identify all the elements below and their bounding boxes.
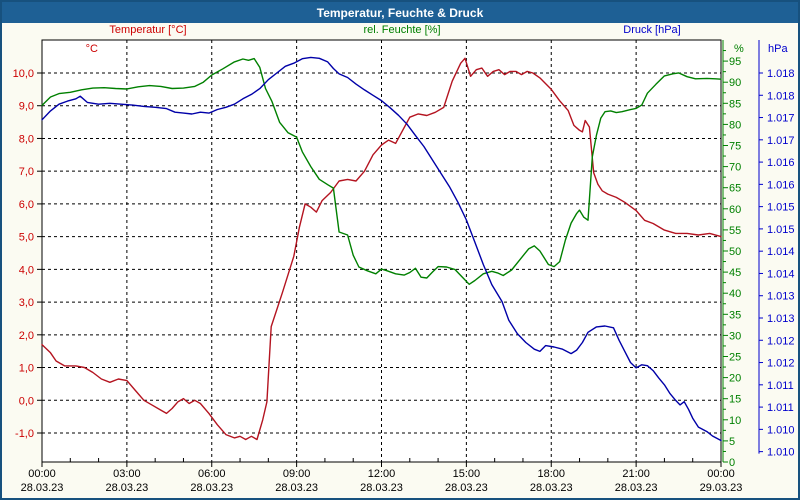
svg-text:1.016: 1.016 <box>767 179 795 191</box>
svg-text:28.03.23: 28.03.23 <box>275 482 318 494</box>
svg-text:10,0: 10,0 <box>13 68 34 80</box>
svg-text:00:00: 00:00 <box>707 468 735 480</box>
svg-text:06:00: 06:00 <box>198 468 226 480</box>
axis-tick-labels: 00:00 28.03.23 03:00 28.03.23 06:00 28.03.23 0… <box>13 56 795 494</box>
svg-text:95: 95 <box>729 56 741 68</box>
svg-text:9,0: 9,0 <box>19 101 34 113</box>
axes <box>37 39 763 467</box>
pressure-axis-header: Druck [hPa] <box>623 24 680 36</box>
svg-text:1.010: 1.010 <box>767 447 795 459</box>
rel-feuchte-curve <box>41 57 722 285</box>
svg-text:20: 20 <box>729 373 741 385</box>
svg-text:25: 25 <box>729 352 741 364</box>
svg-text:-1,0: -1,0 <box>15 428 34 440</box>
svg-text:12:00: 12:00 <box>368 468 396 480</box>
svg-text:28.03.23: 28.03.23 <box>190 482 233 494</box>
svg-text:28.03.23: 28.03.23 <box>360 482 403 494</box>
svg-text:03:00: 03:00 <box>113 468 141 480</box>
svg-text:1.018: 1.018 <box>767 90 795 102</box>
data-series <box>41 56 722 442</box>
svg-text:45: 45 <box>729 267 741 279</box>
svg-text:21:00: 21:00 <box>622 468 650 480</box>
svg-text:0,0: 0,0 <box>19 395 34 407</box>
svg-text:2,0: 2,0 <box>19 330 34 342</box>
temperature-unit-label: °C <box>86 43 98 55</box>
svg-text:8,0: 8,0 <box>19 133 34 145</box>
svg-text:1,0: 1,0 <box>19 363 34 375</box>
svg-text:4,0: 4,0 <box>19 264 34 276</box>
svg-text:00:00: 00:00 <box>28 468 56 480</box>
svg-text:1.012: 1.012 <box>767 358 795 370</box>
svg-text:30: 30 <box>729 330 741 342</box>
druck-curve <box>41 56 722 442</box>
svg-text:50: 50 <box>729 246 741 258</box>
svg-text:15: 15 <box>729 394 741 406</box>
svg-text:1.017: 1.017 <box>767 135 795 147</box>
svg-text:80: 80 <box>729 119 741 131</box>
svg-text:70: 70 <box>729 162 741 174</box>
svg-text:6,0: 6,0 <box>19 199 34 211</box>
humidity-unit-label: % <box>734 43 744 55</box>
svg-text:1.015: 1.015 <box>767 224 795 236</box>
svg-text:75: 75 <box>729 141 741 153</box>
svg-text:1.014: 1.014 <box>767 268 795 280</box>
svg-text:0: 0 <box>729 457 735 469</box>
svg-text:09:00: 09:00 <box>283 468 311 480</box>
svg-text:1.011: 1.011 <box>767 402 794 414</box>
svg-text:28.03.23: 28.03.23 <box>445 482 488 494</box>
svg-text:15:00: 15:00 <box>453 468 481 480</box>
svg-text:1.016: 1.016 <box>767 157 795 169</box>
svg-text:1.012: 1.012 <box>767 335 795 347</box>
svg-text:40: 40 <box>729 288 741 300</box>
svg-text:1.018: 1.018 <box>767 68 795 80</box>
temperatur-curve <box>41 57 722 441</box>
svg-text:60: 60 <box>729 204 741 216</box>
svg-text:1.010: 1.010 <box>767 424 795 436</box>
svg-text:18:00: 18:00 <box>537 468 565 480</box>
temperature-axis-header: Temperatur [°C] <box>109 24 186 36</box>
svg-text:1.015: 1.015 <box>767 202 795 214</box>
svg-text:28.03.23: 28.03.23 <box>105 482 148 494</box>
svg-text:35: 35 <box>729 309 741 321</box>
svg-text:85: 85 <box>729 98 741 110</box>
window-titlebar: Temperatur, Feuchte & Druck <box>2 2 798 23</box>
svg-text:1.013: 1.013 <box>767 313 795 325</box>
svg-text:5: 5 <box>729 436 735 448</box>
window-title: Temperatur, Feuchte & Druck <box>316 5 484 20</box>
svg-text:55: 55 <box>729 225 741 237</box>
svg-text:28.03.23: 28.03.23 <box>530 482 573 494</box>
svg-text:10: 10 <box>729 415 741 427</box>
svg-text:65: 65 <box>729 183 741 195</box>
svg-text:28.03.23: 28.03.23 <box>615 482 658 494</box>
svg-text:1.011: 1.011 <box>767 380 794 392</box>
svg-text:3,0: 3,0 <box>19 297 34 309</box>
svg-text:90: 90 <box>729 77 741 89</box>
svg-text:5,0: 5,0 <box>19 232 34 244</box>
svg-text:7,0: 7,0 <box>19 166 34 178</box>
svg-text:1.017: 1.017 <box>767 113 795 125</box>
humidity-axis-header: rel. Feuchte [%] <box>363 24 440 36</box>
gridlines <box>42 40 721 462</box>
svg-text:1.014: 1.014 <box>767 246 795 258</box>
svg-text:29.03.23: 29.03.23 <box>700 482 743 494</box>
svg-text:28.03.23: 28.03.23 <box>21 482 64 494</box>
pressure-unit-label: hPa <box>768 43 788 55</box>
svg-text:1.013: 1.013 <box>767 291 795 303</box>
